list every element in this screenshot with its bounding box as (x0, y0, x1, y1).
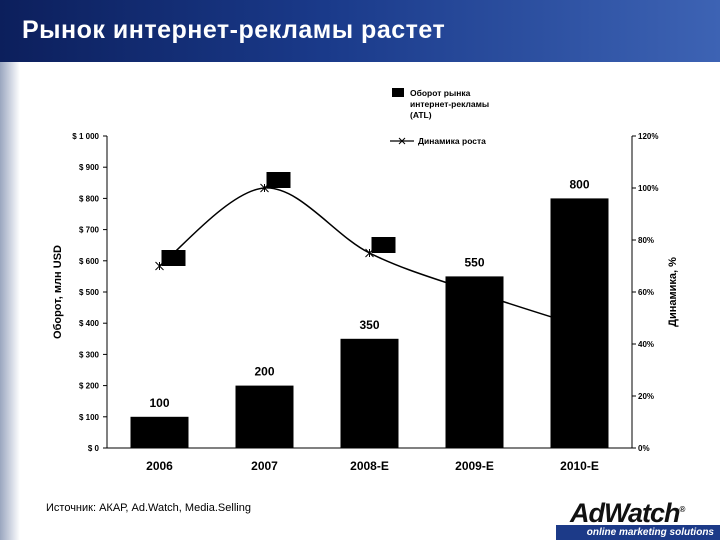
y-tick-label: $ 500 (79, 288, 100, 297)
bar (130, 416, 189, 448)
y2-tick-label: 40% (638, 340, 654, 349)
left-gradient-strip (0, 62, 20, 540)
legend-bar-label: интернет-рекламы (410, 99, 489, 109)
chart-growth-line (155, 172, 580, 327)
x-tick-label: 2010-E (560, 459, 599, 473)
y-tick-label: $ 1 000 (72, 132, 99, 141)
logo-registered-mark: ® (679, 505, 686, 514)
bar-data-label: 800 (569, 177, 589, 191)
y2-axis-title: Динамика, % (667, 257, 679, 327)
y-tick-label: $ 200 (79, 382, 100, 391)
logo-tagline: online marketing solutions (556, 525, 720, 540)
y-tick-label: $ 100 (79, 413, 100, 422)
growth-point-block (266, 172, 291, 188)
bar (235, 385, 294, 448)
adwatch-logo: AdWatch® (570, 498, 686, 529)
legend-bar-label: Оборот рынка (410, 88, 471, 98)
legend-line-marker (398, 137, 406, 145)
page-title: Рынок интернет-рекламы растет (22, 16, 446, 44)
source-note: Источник: АКАР, Ad.Watch, Media.Selling (46, 502, 251, 514)
bar-data-label: 550 (464, 255, 484, 269)
y2-tick-label: 100% (638, 184, 658, 193)
y2-tick-label: 60% (638, 288, 654, 297)
bar (445, 276, 504, 448)
legend-bar-label: (ATL) (410, 110, 432, 120)
bar (550, 198, 609, 448)
x-tick-label: 2007 (251, 459, 278, 473)
bar-data-label: 200 (254, 365, 274, 379)
y-tick-label: $ 400 (79, 319, 100, 328)
y2-tick-label: 80% (638, 236, 654, 245)
growth-point-block (371, 237, 396, 253)
bar-data-label: 350 (359, 318, 379, 332)
bar (340, 338, 399, 448)
y2-tick-label: 0% (638, 444, 650, 453)
y-tick-label: $ 600 (79, 257, 100, 266)
x-tick-label: 2009-E (455, 459, 494, 473)
chart-labels: 100 2006 200 2007 350 2008-E 550 2009-E 800 2010-… (146, 177, 599, 473)
legend-bar-swatch (392, 88, 404, 97)
x-tick-label: 2006 (146, 459, 173, 473)
legend-line-label: Динамика роста (418, 136, 486, 146)
y-axis-title: Оборот, млн USD (52, 245, 64, 339)
y-tick-label: $ 700 (79, 226, 100, 235)
y2-tick-label: 120% (638, 132, 658, 141)
growth-point-block (161, 250, 186, 266)
y-tick-label: $ 0 (88, 444, 100, 453)
chart-bars (130, 198, 609, 448)
y2-tick-label: 20% (638, 392, 654, 401)
logo-text: AdWatch (570, 498, 681, 528)
x-tick-label: 2008-E (350, 459, 389, 473)
bar-data-label: 100 (149, 396, 169, 410)
y-tick-label: $ 900 (79, 163, 100, 172)
title-bar: Рынок интернет-рекламы растет (0, 0, 720, 62)
y-tick-label: $ 300 (79, 350, 100, 359)
y-tick-label: $ 800 (79, 194, 100, 203)
